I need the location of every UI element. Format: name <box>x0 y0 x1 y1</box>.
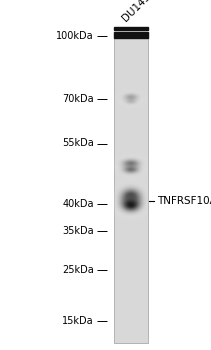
Text: 15kDa: 15kDa <box>62 316 94 326</box>
Text: 25kDa: 25kDa <box>62 265 94 275</box>
Bar <box>114 32 148 343</box>
Bar <box>114 32 148 38</box>
Text: 70kDa: 70kDa <box>62 94 94 104</box>
Text: 100kDa: 100kDa <box>56 32 94 41</box>
Text: DU145: DU145 <box>120 0 153 23</box>
Bar <box>114 27 148 30</box>
Text: TNFRSF10A: TNFRSF10A <box>157 196 211 206</box>
Text: 55kDa: 55kDa <box>62 139 94 148</box>
Text: 35kDa: 35kDa <box>62 226 94 236</box>
Text: 40kDa: 40kDa <box>62 199 94 209</box>
